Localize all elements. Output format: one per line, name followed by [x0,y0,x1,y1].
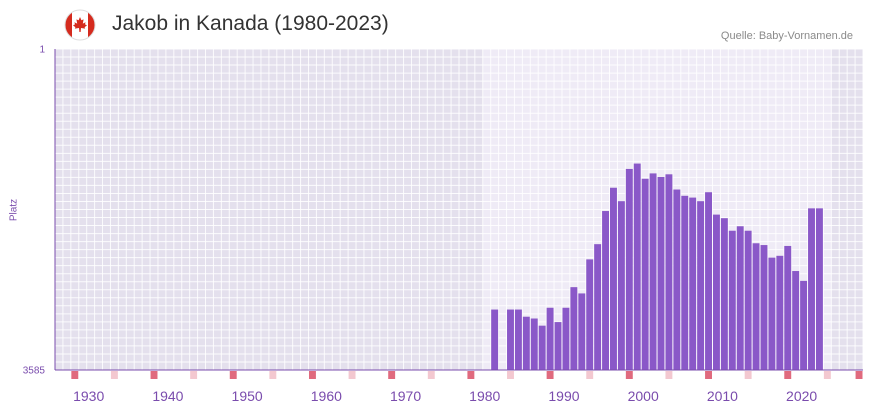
bar-2022 [815,208,823,370]
bar-2020 [800,280,808,370]
year-marker-1958 [308,371,316,379]
year-marker-1938 [150,371,158,379]
year-marker-2027 [855,371,863,379]
bar-2011 [728,230,736,370]
x-tick-label: 2020 [786,388,817,404]
year-marker-1983 [507,371,514,379]
bar-2001 [649,173,657,370]
year-marker-1943 [190,371,198,379]
bar-2009 [712,214,720,370]
year-marker-2008 [705,371,712,379]
year-marker-1998 [625,371,633,379]
bar-1993 [586,259,594,370]
bar-2018 [784,245,792,370]
bar-2010 [720,218,728,370]
bar-1984 [514,309,522,370]
bar-1988 [546,307,554,370]
bar-1983 [507,309,514,370]
bar-2013 [744,230,752,370]
x-tick-label: 1940 [152,388,183,404]
year-marker-1953 [269,371,277,379]
bar-1991 [570,287,578,370]
bar-2014 [752,243,760,370]
bar-1998 [625,168,633,370]
bar-1990 [562,307,570,370]
bar-1986 [530,318,538,370]
source-credit: Quelle: Baby-Vornamen.de [720,30,853,42]
bar-2012 [736,226,744,370]
bar-1996 [610,187,617,370]
bar-1987 [538,325,546,370]
bar-1997 [617,201,625,370]
bar-2003 [665,174,673,370]
bar-1995 [602,211,610,370]
x-tick-label: 1930 [73,388,104,404]
year-marker-1928 [71,371,79,379]
year-marker-2023 [823,371,831,379]
bar-2002 [657,176,665,370]
bar-1999 [633,163,641,370]
year-marker-1993 [586,371,594,379]
canada-flag-icon [64,9,96,41]
x-tick-label: 1950 [232,388,263,404]
year-marker-1988 [546,371,554,379]
x-tick-label: 1980 [469,388,500,404]
x-tick-label: 2010 [707,388,738,404]
year-marker-1963 [348,371,356,379]
bar-2015 [760,245,768,370]
year-marker-1933 [110,371,118,379]
bar-2004 [673,189,681,370]
bar-1992 [578,293,586,370]
bar-1985 [522,316,530,370]
bar-2019 [792,271,800,370]
year-marker-2013 [744,371,752,379]
year-marker-1968 [388,371,396,379]
year-marker-2003 [665,371,673,379]
bar-2007 [697,201,705,370]
x-tick-label: 1960 [311,388,342,404]
year-marker-1973 [427,371,435,379]
x-tick-label: 1970 [390,388,421,404]
bar-2016 [768,257,776,370]
y-tick-label: 3585 [23,366,46,377]
x-tick-label: 2000 [628,388,659,404]
bar-2006 [689,197,697,370]
bar-2000 [641,178,649,370]
bar-2008 [705,192,712,370]
year-marker-2018 [784,371,792,379]
x-tick-label: 1990 [548,388,579,404]
bar-1994 [594,244,602,370]
year-marker-1948 [229,371,237,379]
chart-title: Jakob in Kanada (1980-2023) [112,12,389,35]
bar-2005 [681,195,689,370]
bar-2017 [776,255,784,370]
y-tick-label: 1 [39,45,45,56]
year-marker-1978 [467,371,475,379]
bar-1989 [554,322,562,370]
bar-2021 [808,208,815,370]
bar-1981 [491,309,499,370]
